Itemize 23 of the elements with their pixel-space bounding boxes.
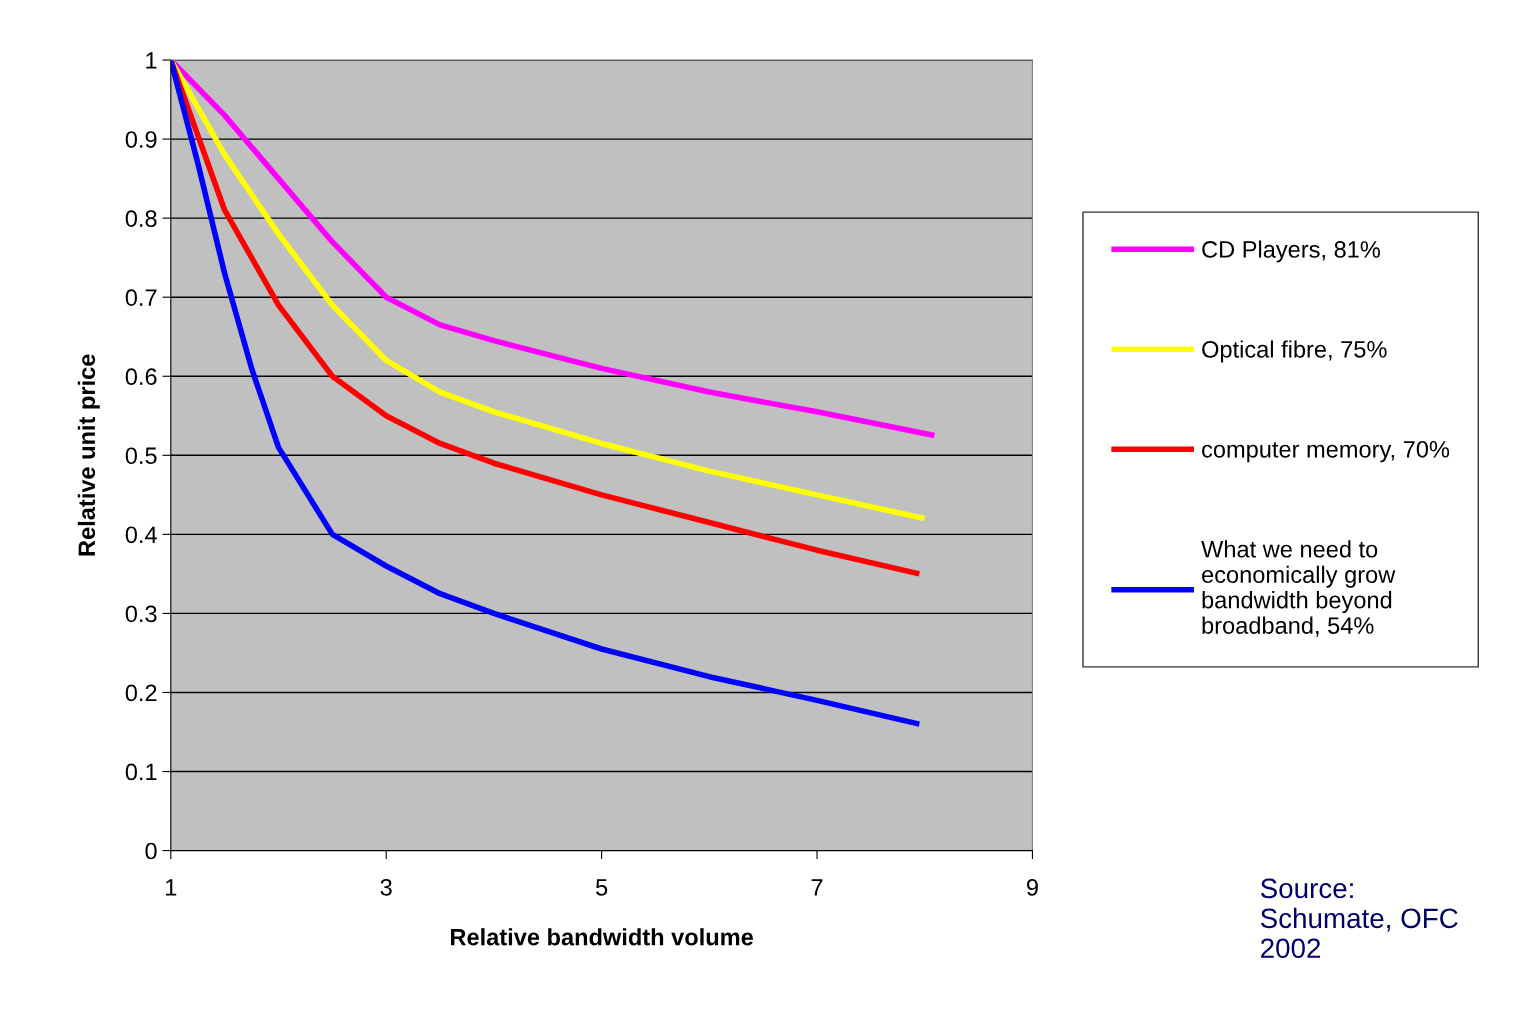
- source-note: Source: Schumate, OFC 2002: [1260, 878, 1458, 959]
- legend-label: computer memory, 70%: [1202, 440, 1450, 463]
- x-axis-title: Relative bandwidth volume: [451, 928, 753, 946]
- y-tick-label: 0.8: [125, 210, 157, 227]
- y-tick-label: 0: [145, 842, 157, 860]
- x-tick-label: 5: [595, 879, 608, 896]
- y-tick-label: 0.2: [125, 684, 157, 702]
- y-tick-label: 0.1: [125, 763, 157, 781]
- x-tick-label: 7: [811, 879, 823, 896]
- y-tick-label: 0.3: [125, 605, 157, 623]
- y-tick-label: 0.5: [125, 447, 157, 465]
- y-tick-label: 0.7: [125, 289, 157, 306]
- y-axis-title: Relative unit price: [77, 354, 100, 556]
- x-tick-label: 3: [380, 878, 392, 896]
- legend-label: Optical fibre, 75%: [1202, 340, 1387, 363]
- x-tick-label: 1: [166, 879, 177, 896]
- legend-label: What we need to economically grow bandwidth beyond broadband, 54%: [1201, 540, 1396, 637]
- x-tick-label: 9: [1026, 878, 1038, 896]
- y-tick-label: 0.4: [125, 526, 157, 544]
- y-tick-label: 1: [146, 52, 157, 69]
- legend-label: CD Players, 81%: [1202, 240, 1380, 263]
- y-tick-label: 0.6: [125, 368, 157, 386]
- y-tick-label: 0.9: [125, 131, 157, 148]
